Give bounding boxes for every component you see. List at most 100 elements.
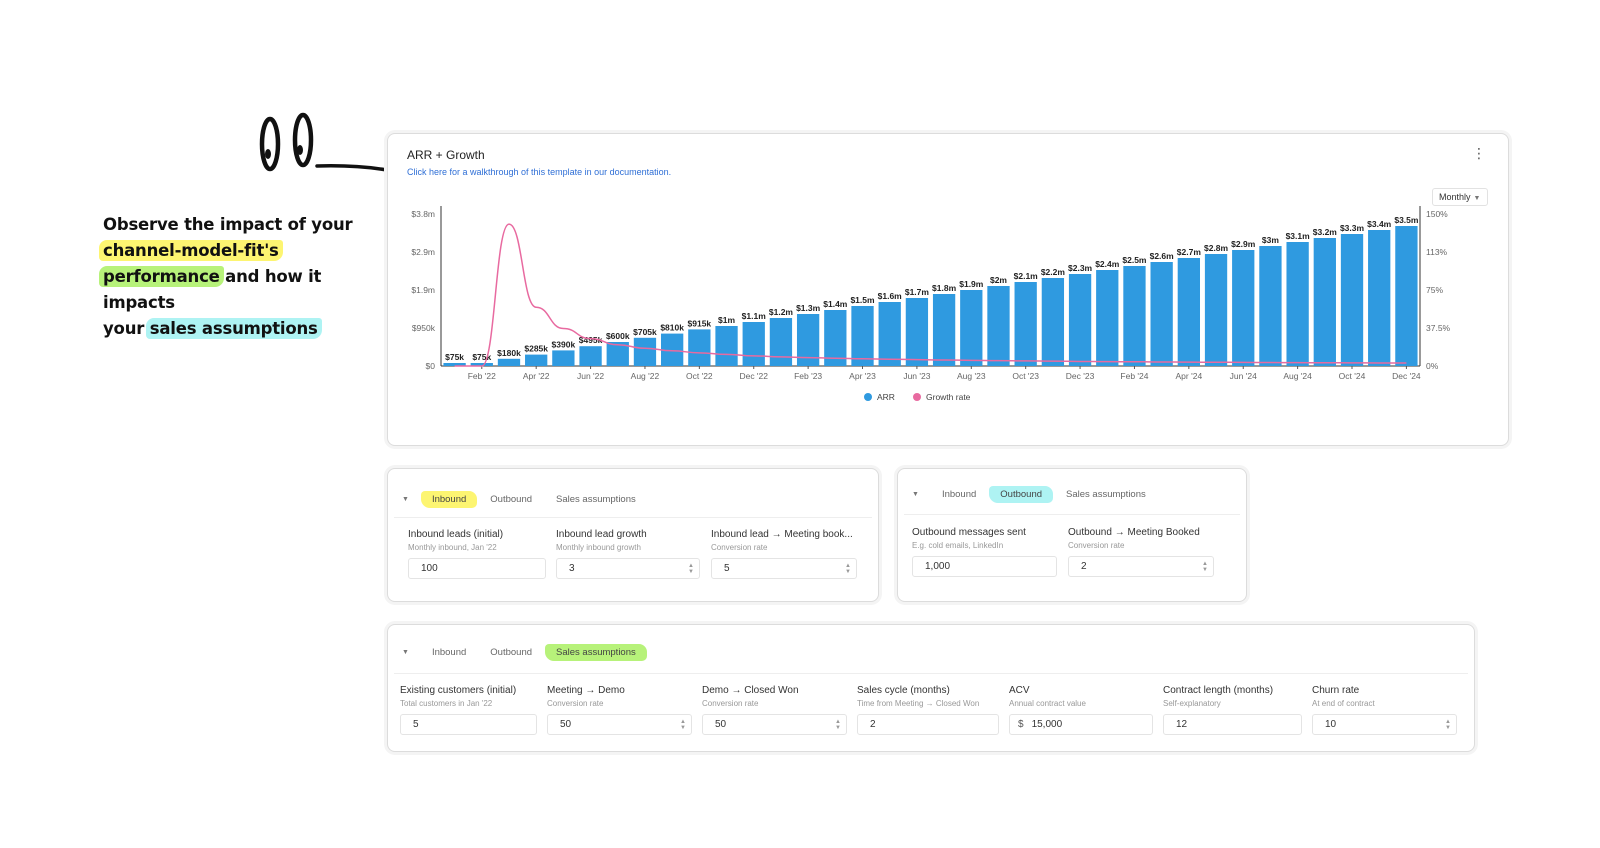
y-tick-label-right: 75% [1426,285,1443,295]
field-label: Meeting → Demo [547,685,625,696]
churn-rate-input[interactable]: 10 ▲ ▼ [1312,714,1457,735]
bar-data-label: $2.6m [1150,251,1175,261]
field-hint: Self-explanatory [1163,699,1221,708]
contract-length-input[interactable]: 12 [1163,714,1302,735]
x-tick-label: Feb '22 [468,371,496,381]
field-label: Outbound messages sent [912,527,1026,538]
inbound-leads-input[interactable]: 100 [408,558,546,579]
stepper-icon[interactable]: ▲ ▼ [845,563,851,575]
x-tick-label: Dec '24 [1392,371,1421,381]
arr-growth-chart: $0 $950k $1.9m $2.9m $3.8m 0% 37.5% 75% 113% 150%… [411,206,1451,402]
stepper-icon[interactable]: ▲ ▼ [1202,561,1208,573]
x-tick-label: Jun '22 [577,371,604,381]
outbound-meeting-conversion-input[interactable]: 2 ▲ ▼ [1068,556,1214,577]
tab-inbound[interactable]: Inbound [941,489,977,500]
bar-arr [688,329,711,366]
x-tick-label: Oct '22 [686,371,713,381]
field-inbound-leads: Inbound leads (initial) Monthly inbound,… [408,529,546,579]
input-value: 50 [715,719,727,730]
bar-data-label: $1.4m [823,299,848,309]
bar-data-label: $1.1m [742,311,767,321]
field-hint: Conversion rate [1068,541,1125,550]
x-tick-label: Jun '23 [903,371,930,381]
demo-closed-won-input[interactable]: 50 ▲ ▼ [702,714,847,735]
bar-data-label: $3.5m [1394,215,1419,225]
field-label: Inbound leads (initial) [408,529,504,540]
field-label: Sales cycle (months) [857,685,950,696]
stepper-icon[interactable]: ▲ ▼ [835,719,841,731]
collapse-chevron-icon[interactable]: ▼ [402,496,409,503]
tab-inbound[interactable]: Inbound [420,491,478,508]
x-tick-label: Aug '23 [957,371,986,381]
field-label: Existing customers (initial) [400,685,517,696]
bar-data-label: $3m [1262,235,1279,245]
x-tick-label: Oct '24 [1339,371,1366,381]
bar-arr [1041,278,1065,366]
tab-sales-assumptions[interactable]: Sales assumptions [1066,489,1146,500]
bar-arr [525,354,548,366]
arr-growth-card: ARR + Growth Click here for a walkthroug… [387,133,1509,446]
field-hint: Monthly inbound, Jan '22 [408,543,497,552]
stepper-icon[interactable]: ▲ ▼ [1445,719,1451,731]
eye-right-icon [292,112,314,168]
bar-data-label: $3.4m [1367,219,1392,229]
tab-outbound[interactable]: Outbound [989,486,1054,503]
x-tick-label: Feb '23 [794,371,822,381]
bar-arr [1395,226,1418,366]
inbound-lead-growth-input[interactable]: 3 ▲ ▼ [556,558,700,579]
bar-data-label: $1.5m [850,295,875,305]
bar-data-label: $705k [633,327,657,337]
tab-sales-assumptions[interactable]: Sales assumptions [556,494,636,505]
period-select[interactable]: Monthly ▼ [1432,188,1488,206]
field-outbound-messages: Outbound messages sent E.g. cold emails,… [912,527,1057,577]
bar-arr [1014,282,1037,366]
outbound-messages-input[interactable]: 1,000 [912,556,1057,577]
existing-customers-input[interactable]: 5 [400,714,537,735]
field-sales-cycle: Sales cycle (months) Time from Meeting →… [857,685,999,735]
field-outbound-meeting: Outbound → Meeting Booked Conversion rat… [1068,527,1214,577]
annotation-highlight-channel: channel-model-fit's [99,240,283,261]
legend-label-growth: Growth rate [926,392,971,402]
bar-arr [661,333,684,366]
inbound-meeting-conversion-input[interactable]: 5 ▲ ▼ [711,558,857,579]
more-options-icon[interactable]: ⋮ [1472,145,1486,161]
sales-card-tabs: ▼ Inbound Outbound Sales assumptions [402,644,649,661]
collapse-chevron-icon[interactable]: ▼ [402,649,409,656]
bar-data-label: $390k [552,339,576,349]
field-hint: Conversion rate [547,699,604,708]
tab-outbound[interactable]: Outbound [490,647,533,658]
acv-input[interactable]: $15,000 [1009,714,1153,735]
input-value: 15,000 [1031,719,1063,730]
annotation-line-3-rest: and how it impacts [103,267,322,312]
x-tick-label: Aug '24 [1283,371,1312,381]
sales-assumptions-card: ▼ Inbound Outbound Sales assumptions Exi… [387,624,1475,752]
tab-outbound[interactable]: Outbound [490,494,533,505]
x-tick-label: Oct '23 [1012,371,1039,381]
bar-arr [443,363,466,366]
field-label: ACV [1009,685,1030,696]
tab-sales-assumptions[interactable]: Sales assumptions [545,644,647,661]
bar-arr [497,358,521,366]
stepper-icon[interactable]: ▲ ▼ [680,719,686,731]
stepper-icon[interactable]: ▲ ▼ [688,563,694,575]
divider [904,514,1240,515]
legend-label-arr: ARR [877,392,895,402]
tab-inbound[interactable]: Inbound [431,647,467,658]
field-existing-customers: Existing customers (initial) Total custo… [400,685,537,735]
collapse-chevron-icon[interactable]: ▼ [912,491,919,498]
sales-cycle-input[interactable]: 2 [857,714,999,735]
bar-arr [1313,238,1336,366]
bar-data-label: $2.8m [1204,243,1229,253]
meeting-demo-input[interactable]: 50 ▲ ▼ [547,714,692,735]
divider [394,517,872,518]
bar-data-label: $2.2m [1041,267,1066,277]
field-label: Demo → Closed Won [702,685,799,696]
bar-arr [1259,246,1282,366]
field-label: Outbound → Meeting Booked [1068,527,1200,538]
input-value: 100 [421,563,438,574]
annotation-highlight-performance: performance [99,266,224,287]
annotation-text: Observe the impact of your channel-model… [99,212,383,342]
documentation-link[interactable]: Click here for a walkthrough of this tem… [407,167,672,177]
eye-left-icon [259,116,281,172]
bar-data-label: $1.3m [796,303,821,313]
